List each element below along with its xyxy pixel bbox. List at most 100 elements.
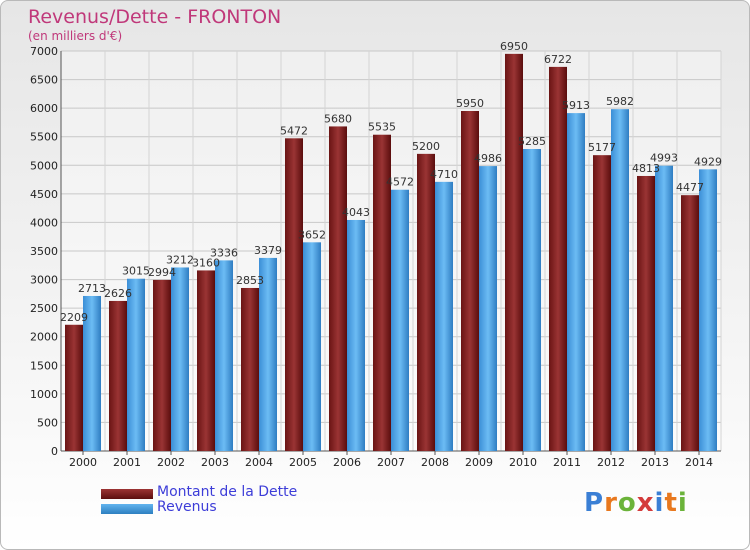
bar-debt (373, 134, 391, 451)
y-tick-label: 1000 (30, 388, 58, 401)
data-label-revenue: 4986 (474, 152, 502, 165)
bar-revenue (347, 219, 365, 451)
x-tick-label: 2004 (245, 456, 273, 469)
y-tick-label: 4000 (30, 216, 58, 229)
data-label-revenue: 4572 (386, 176, 414, 189)
chart-subtitle: (en milliers d'€) (28, 29, 123, 43)
data-label-revenue: 4929 (694, 155, 722, 168)
chart-title: Revenus/Dette - FRONTON (28, 6, 282, 28)
bar-revenue (523, 149, 541, 451)
data-label-revenue: 2713 (78, 282, 106, 295)
logo-letter: r (604, 488, 618, 518)
logo-letter: x (636, 488, 655, 518)
bar-revenue (391, 189, 409, 451)
x-tick-label: 2003 (201, 456, 229, 469)
data-label-debt: 5680 (324, 112, 352, 125)
data-label-debt: 3160 (192, 256, 220, 269)
legend-label-debt: Montant de la Dette (157, 484, 298, 500)
y-tick-label: 6000 (30, 102, 58, 115)
y-tick-label: 1500 (30, 359, 58, 372)
data-label-debt: 5472 (280, 124, 308, 137)
legend-swatch-revenue (101, 504, 153, 514)
bar-revenue (83, 295, 101, 451)
bar-debt (109, 300, 127, 451)
bar-debt (549, 66, 567, 451)
bar-debt (241, 287, 259, 451)
bar-revenue (171, 267, 189, 451)
data-label-revenue: 5285 (518, 135, 546, 148)
y-tick-label: 5500 (30, 131, 58, 144)
bar-debt (285, 138, 303, 452)
bar-debt (329, 126, 347, 451)
y-tick-label: 7000 (30, 45, 58, 58)
bar-revenue (479, 166, 497, 452)
axes: 0 500 1000 1500 2000 2500 3000 3500 4000 4500 5000… (30, 45, 721, 469)
data-label-debt: 2209 (60, 311, 88, 324)
bar-revenue (127, 278, 145, 451)
bar-revenue (699, 169, 717, 452)
data-label-revenue: 4043 (342, 206, 370, 219)
data-label-revenue: 3652 (298, 228, 326, 241)
data-label-debt: 4813 (632, 162, 660, 175)
x-tick-label: 2007 (377, 456, 405, 469)
logo-letter: i (677, 488, 688, 518)
data-label-debt: 5535 (368, 121, 396, 134)
data-label-debt: 6950 (500, 40, 528, 53)
bar-revenue (259, 257, 277, 451)
data-label-debt: 5177 (588, 141, 616, 154)
y-tick-label: 5000 (30, 159, 58, 172)
x-tick-label: 2009 (465, 456, 493, 469)
proxiti-logo: Proxiti (584, 488, 688, 518)
x-tick-label: 2012 (597, 456, 625, 469)
bar-debt (593, 155, 611, 451)
bar-revenue (611, 109, 629, 452)
x-tick-label: 2011 (553, 456, 581, 469)
data-label-debt: 2626 (104, 287, 132, 300)
y-tick-label: 0 (51, 445, 58, 458)
bar-revenue (567, 113, 585, 451)
data-label-debt: 2853 (236, 274, 264, 287)
y-tick-label: 2000 (30, 331, 58, 344)
y-tick-label: 6500 (30, 74, 58, 87)
data-label-debt: 4477 (676, 181, 704, 194)
x-tick-label: 2002 (157, 456, 185, 469)
data-label-debt: 2994 (148, 266, 176, 279)
bar-debt (681, 195, 699, 451)
legend-label-revenue: Revenus (157, 499, 217, 515)
y-tick-label: 4500 (30, 188, 58, 201)
logo-letter: P (584, 488, 605, 518)
bar-debt (637, 175, 655, 451)
data-label-revenue: 3379 (254, 244, 282, 257)
x-tick-label: 2014 (685, 456, 713, 469)
bar-revenue (215, 260, 233, 451)
data-label-revenue: 3212 (166, 253, 194, 266)
y-tick-label: 3500 (30, 245, 58, 258)
y-tick-label: 500 (37, 416, 58, 429)
logo-letter: i (654, 488, 665, 518)
x-tick-label: 2005 (289, 456, 317, 469)
logo-letter: t (664, 488, 678, 518)
bars (65, 53, 717, 452)
data-label-revenue: 5982 (606, 95, 634, 108)
bar-revenue (435, 181, 453, 451)
bar-debt (505, 53, 523, 451)
data-label-revenue: 5913 (562, 99, 590, 112)
data-label-debt: 5950 (456, 97, 484, 110)
x-tick-label: 2013 (641, 456, 669, 469)
data-label-revenue: 4710 (430, 168, 458, 181)
data-label-debt: 5200 (412, 140, 440, 153)
x-tick-label: 2000 (69, 456, 97, 469)
bar-revenue (303, 242, 321, 451)
bar-debt (65, 324, 83, 451)
logo-letter: o (617, 488, 637, 518)
y-tick-label: 2500 (30, 302, 58, 315)
x-tick-label: 2008 (421, 456, 449, 469)
bar-revenue (655, 165, 673, 451)
x-tick-label: 2010 (509, 456, 537, 469)
x-tick-label: 2006 (333, 456, 361, 469)
data-label-debt: 6722 (544, 53, 572, 66)
data-label-revenue: 3336 (210, 246, 238, 259)
